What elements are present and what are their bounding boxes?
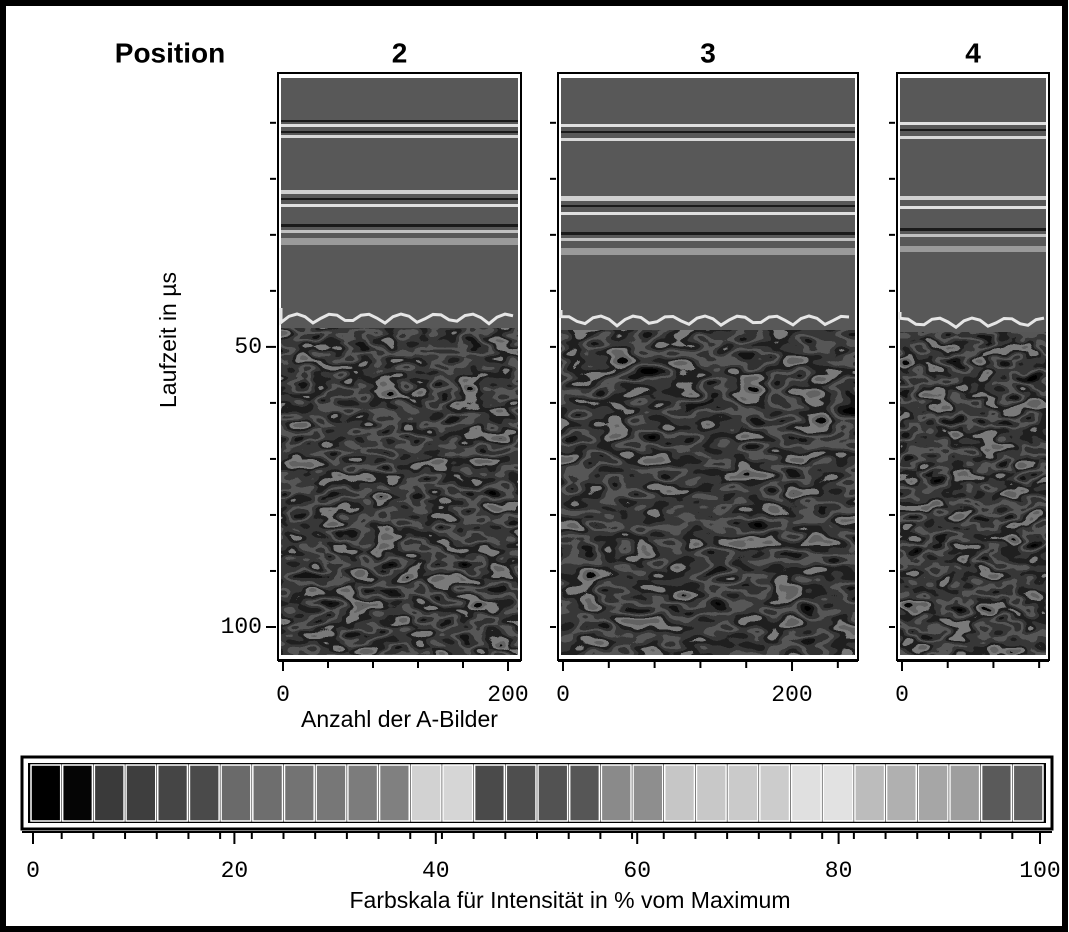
- x-tick-label: 200: [771, 682, 812, 708]
- color-swatch: [315, 764, 347, 822]
- color-swatch: [695, 764, 727, 822]
- color-swatch: [885, 764, 917, 822]
- color-swatch: [347, 764, 379, 822]
- y-axis-label: Laufzeit in µs: [155, 272, 181, 408]
- color-swatch: [600, 764, 632, 822]
- scan-region: [561, 330, 855, 655]
- color-swatch: [188, 764, 220, 822]
- figure-label: Position: [115, 37, 225, 68]
- color-swatch: [410, 764, 442, 822]
- layer-band: [561, 212, 855, 215]
- color-swatch: [220, 764, 252, 822]
- interface-line: [898, 312, 1045, 330]
- color-swatch: [664, 764, 696, 822]
- layer-band: [900, 196, 1046, 200]
- layer-band: [281, 190, 518, 194]
- color-swatch: [157, 764, 189, 822]
- layer-band: [900, 228, 1046, 231]
- color-swatch: [252, 764, 284, 822]
- color-swatch: [980, 764, 1013, 822]
- panel-title: 4: [965, 37, 981, 68]
- color-swatch: [125, 764, 157, 822]
- scan-region: [281, 328, 518, 655]
- layer-band: [281, 120, 518, 122]
- x-tick-label: 0: [895, 682, 909, 708]
- x-tick-label: 0: [556, 682, 570, 708]
- layer-band: [561, 124, 855, 127]
- layer-band: [561, 238, 855, 241]
- layer-band: [900, 129, 1046, 131]
- layer-band: [281, 198, 518, 200]
- color-swatch: [727, 764, 759, 822]
- layer-band: [561, 138, 855, 141]
- color-swatch: [505, 764, 537, 822]
- layer-band: [900, 122, 1046, 125]
- color-swatch: [917, 764, 949, 822]
- layer-band: [900, 234, 1046, 237]
- layer-band: [561, 205, 855, 207]
- layer-band: [281, 230, 518, 233]
- color-swatch: [568, 764, 601, 822]
- layer-band: [281, 204, 518, 207]
- color-swatch: [442, 764, 474, 822]
- layer-band: [561, 232, 855, 235]
- color-swatch: [30, 764, 62, 822]
- color-swatch: [473, 764, 506, 822]
- y-tick-label: 50: [234, 334, 262, 360]
- colorbar-tick-label: 100: [1019, 858, 1060, 884]
- color-swatch: [283, 764, 315, 822]
- color-swatch: [378, 764, 410, 822]
- layer-band: [281, 135, 518, 138]
- scan-region: [900, 332, 1046, 655]
- layer-band: [281, 238, 518, 245]
- color-swatch: [632, 764, 664, 822]
- layer-band: [281, 224, 518, 227]
- color-swatch: [61, 764, 94, 822]
- interface-line: [559, 310, 850, 328]
- colorbar-tick-label: 0: [26, 858, 40, 884]
- color-swatch: [949, 764, 981, 822]
- colorbar-tick-label: 20: [221, 858, 249, 884]
- colorbar-tick-label: 80: [825, 858, 853, 884]
- x-tick-label: 0: [276, 682, 290, 708]
- color-swatch: [537, 764, 569, 822]
- x-axis-label: Anzahl der A-Bilder: [301, 706, 498, 732]
- layer-band: [281, 124, 518, 127]
- color-swatch: [1012, 764, 1044, 822]
- colorbar-tick-label: 40: [422, 858, 450, 884]
- colorbar-tick-label: 60: [623, 858, 651, 884]
- layer-band: [900, 206, 1046, 209]
- layer-band: [900, 246, 1046, 252]
- color-swatch: [93, 764, 125, 822]
- color-swatch: [759, 764, 791, 822]
- panel-title: 2: [392, 37, 408, 68]
- panel-title: 3: [700, 37, 716, 68]
- color-swatch: [822, 764, 854, 822]
- layer-band: [900, 136, 1046, 139]
- color-swatch: [854, 764, 886, 822]
- layer-band: [561, 248, 855, 255]
- layer-band: [561, 131, 855, 133]
- layer-band: [561, 196, 855, 201]
- x-tick-label: 200: [487, 682, 528, 708]
- color-swatch: [790, 764, 822, 822]
- layer-band: [281, 131, 518, 133]
- interface-line: [279, 308, 514, 326]
- y-tick-label: 100: [221, 614, 262, 640]
- colorbar-label: Farbskala für Intensität in % vom Maximu…: [350, 887, 791, 913]
